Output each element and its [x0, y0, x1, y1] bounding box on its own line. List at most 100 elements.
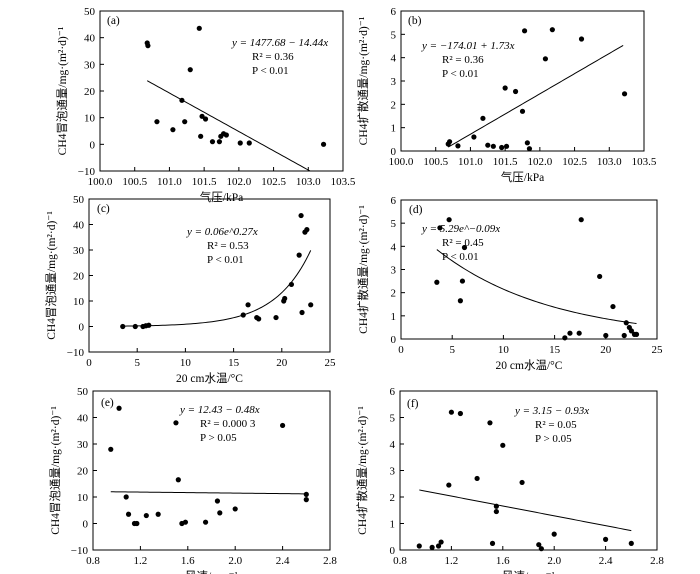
data-point [108, 446, 114, 452]
data-point [202, 519, 209, 525]
data-point [282, 295, 288, 302]
data-point [519, 108, 526, 114]
data-point [202, 116, 209, 122]
y-tick-label: 30 [77, 439, 89, 451]
y-tick-label: 20 [77, 466, 89, 478]
x-tick-label: 101.0 [157, 176, 182, 188]
y-tick-label: 50 [77, 386, 89, 398]
y-tick-label: 4 [391, 241, 397, 253]
data-point [273, 314, 279, 321]
data-point [438, 539, 444, 545]
data-point [182, 119, 188, 125]
x-tick-label: 10 [498, 344, 510, 356]
panel-label: (b) [408, 15, 422, 27]
fit-annotation-line: y = 12.43 − 0.48x [179, 404, 260, 416]
x-tick-label: 100.5 [423, 156, 448, 168]
data-point [549, 27, 555, 33]
data-point [209, 139, 216, 145]
data-point [320, 141, 327, 147]
data-point [216, 139, 223, 145]
data-point [576, 330, 582, 336]
x-tick-label: 15 [228, 357, 240, 369]
y-tick-label: 3 [391, 265, 397, 277]
x-tick-label: 2.0 [228, 555, 242, 567]
y-tick-label: 1 [390, 519, 396, 531]
x-axis-label: 风速/m·s⁻¹ [502, 570, 556, 574]
data-point [298, 212, 304, 219]
y-tick-label: 20 [73, 271, 85, 283]
data-point [459, 278, 466, 284]
data-point [446, 217, 452, 223]
data-point [125, 511, 132, 517]
data-point [123, 494, 129, 500]
regression-curve [110, 491, 307, 495]
data-point [603, 536, 609, 543]
y-tick-label: −10 [67, 347, 85, 359]
data-point [116, 405, 122, 411]
data-point [132, 323, 138, 330]
data-point [526, 146, 533, 152]
data-point [240, 312, 246, 318]
data-point [437, 225, 443, 231]
y-axis-label: CH4扩散通量/mg·(m²·d)⁻¹ [355, 406, 369, 535]
data-point [170, 127, 176, 133]
y-tick-label: 2 [390, 492, 396, 504]
x-tick-label: 101.5 [493, 156, 518, 168]
fit-annotation-line: P < 0.01 [207, 254, 244, 266]
data-point [146, 322, 152, 328]
x-tick-label: 1.2 [134, 555, 148, 567]
fit-annotation-line: R² = 0.36 [252, 51, 294, 63]
panel-b: 100.0 100.5 101.0 101.5 102.0 102.5 103.0 103.5… [356, 6, 657, 184]
y-tick-label: 4 [391, 53, 397, 65]
x-tick-label: 0.8 [393, 555, 407, 567]
fit-annotation-line: R² = 0.53 [207, 240, 249, 252]
y-tick-label: 10 [73, 296, 85, 308]
data-point [134, 520, 140, 527]
data-point [633, 331, 640, 337]
x-tick-label: 25 [325, 357, 337, 369]
x-tick-label: 10 [180, 357, 192, 369]
x-tick-label: 5 [134, 357, 140, 369]
data-point [246, 140, 252, 146]
data-point [551, 531, 557, 537]
data-point [512, 88, 519, 95]
x-tick-label: 103.0 [296, 176, 321, 188]
x-tick-label: 5 [449, 344, 455, 356]
y-tick-label: 5 [390, 413, 396, 425]
x-tick-label: 101.0 [458, 156, 483, 168]
y-tick-label: 40 [73, 220, 85, 232]
panel-f: 0.8 1.2 1.6 2.0 2.4 2.8 0 1 2 3 4 5 6 风速/m·s⁻¹ CH4扩散通量… [355, 386, 664, 574]
data-point [155, 511, 161, 517]
data-point [280, 422, 286, 429]
data-point [214, 498, 221, 504]
x-tick-label: 101.5 [192, 176, 217, 188]
data-point [524, 140, 530, 146]
x-tick-label: 2.4 [276, 555, 290, 567]
y-tick-label: 0 [90, 139, 96, 151]
y-axis-label: CH4冒泡通量/mg·(m²·d)⁻¹ [44, 211, 58, 340]
data-point [499, 144, 505, 151]
y-tick-label: 0 [391, 146, 397, 158]
x-tick-label: 102.0 [226, 176, 251, 188]
data-point [474, 475, 480, 482]
panel-label: (a) [107, 15, 120, 27]
y-tick-label: 20 [84, 86, 96, 98]
y-tick-label: 1 [391, 123, 397, 135]
data-point [542, 56, 549, 62]
data-point [493, 503, 499, 509]
data-point [457, 298, 463, 304]
x-tick-label: 100.5 [122, 176, 147, 188]
data-point [521, 28, 528, 34]
y-axis-label: CH4冒泡通量/mg·(m²·d)⁻¹ [48, 406, 62, 535]
y-tick-label: 3 [391, 76, 397, 88]
data-point [500, 442, 506, 448]
x-tick-label: 25 [652, 344, 664, 356]
y-tick-label: 6 [390, 386, 396, 398]
y-tick-label: 6 [391, 6, 397, 18]
data-point [493, 508, 499, 515]
y-tick-label: −10 [71, 545, 89, 557]
x-tick-label: 103.0 [597, 156, 622, 168]
data-point [173, 420, 179, 426]
data-point [485, 142, 491, 148]
